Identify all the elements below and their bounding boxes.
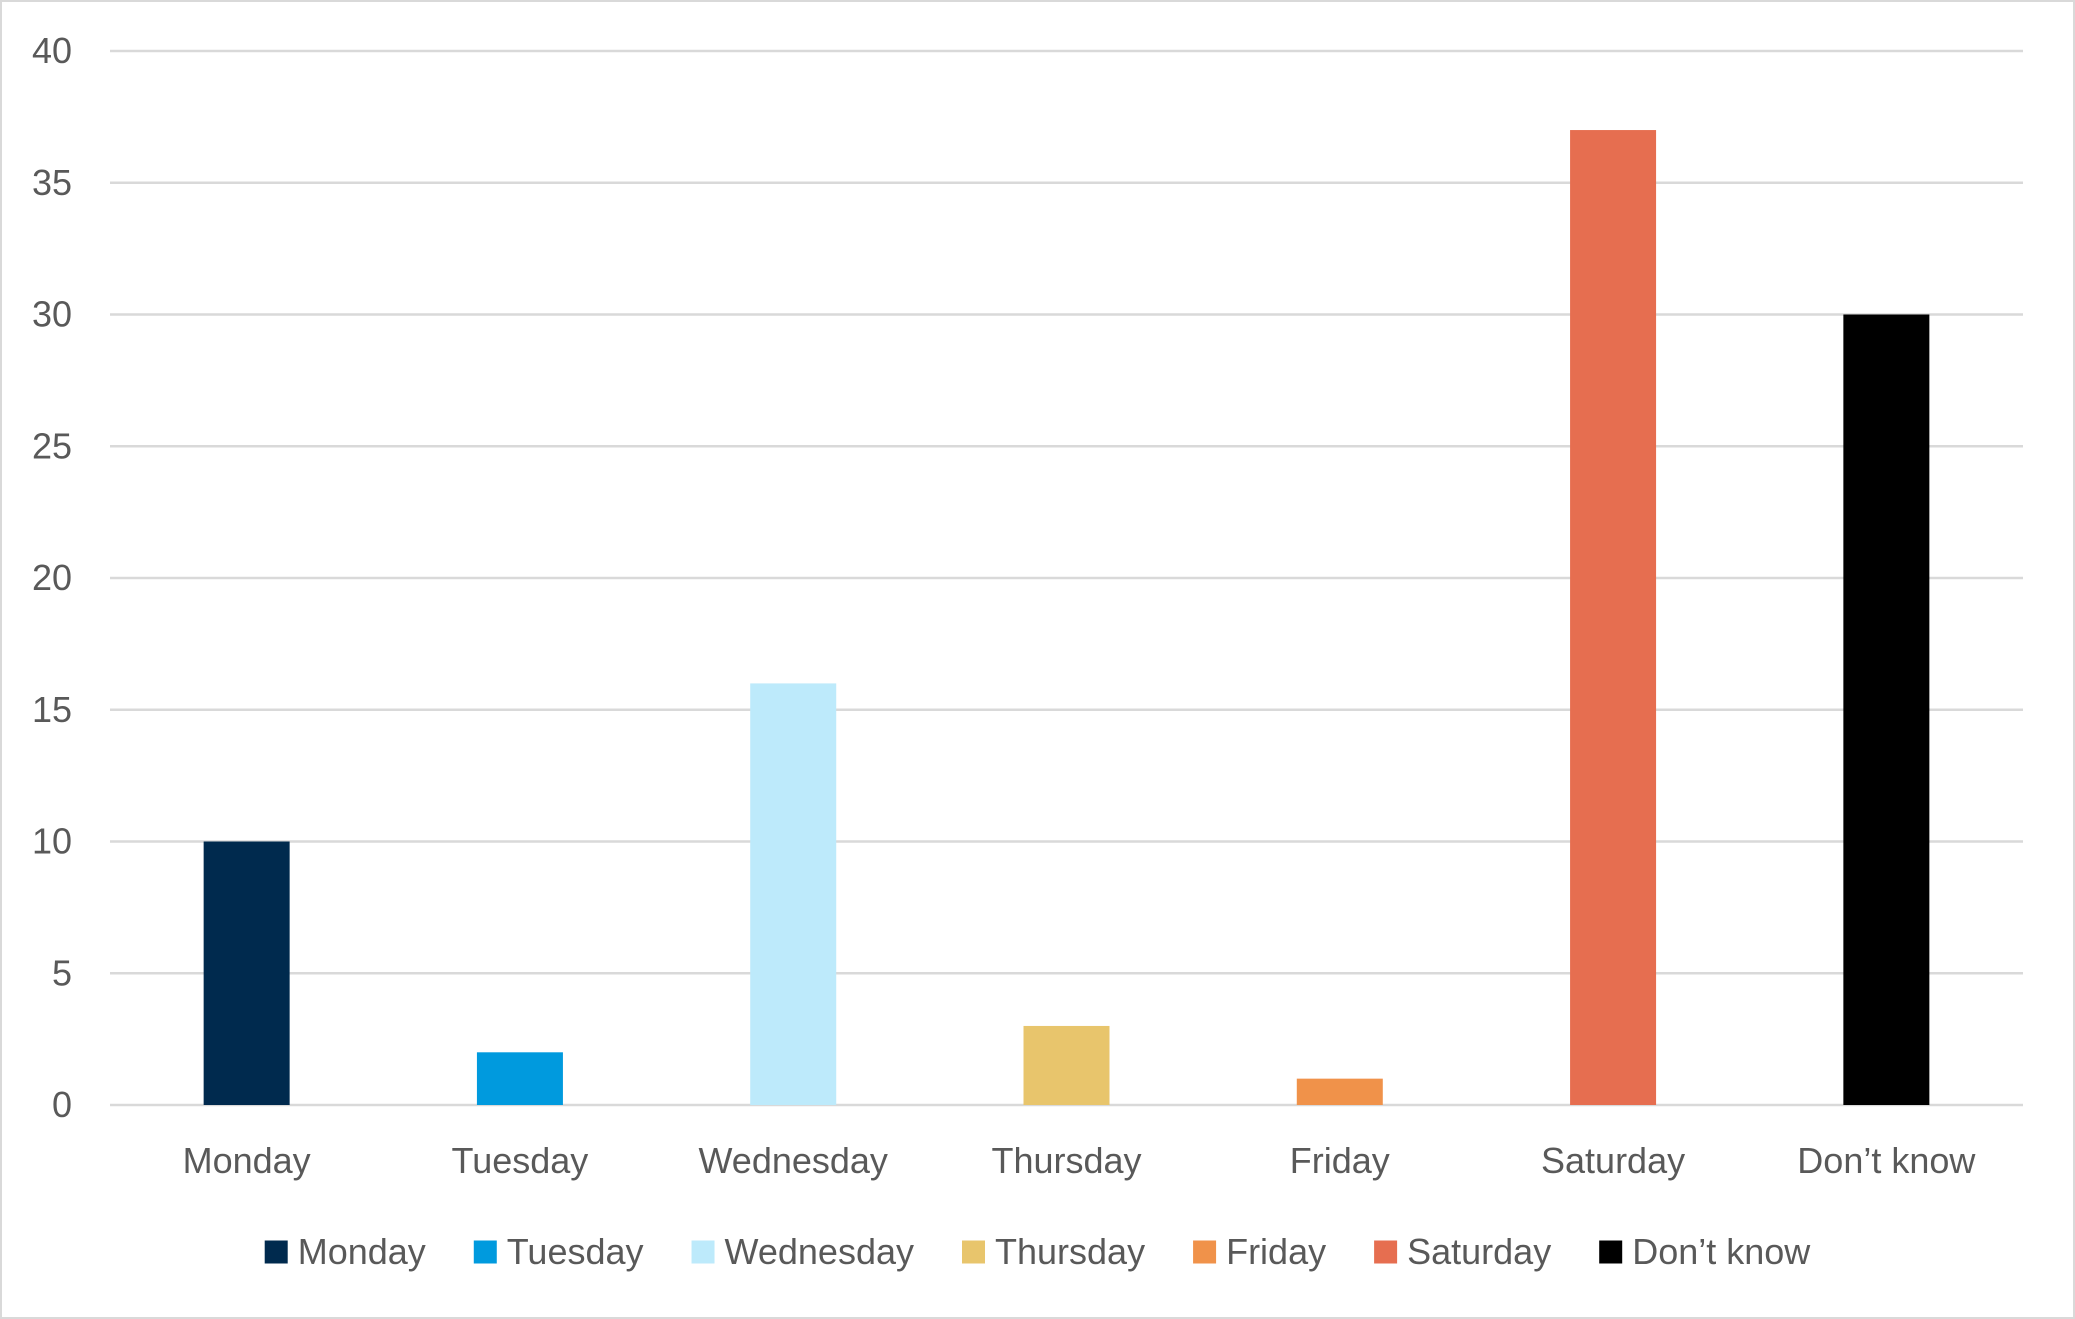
y-axis-ticks: 0 5 10 15 20 25 30 35 40 (32, 30, 72, 1125)
legend-item: Tuesday (473, 1231, 644, 1272)
legend-label: Monday (298, 1231, 426, 1272)
bar-tuesday (476, 1052, 563, 1105)
legend-swatch (691, 1240, 715, 1264)
y-tick-label: 0 (52, 1084, 72, 1125)
bar-monday (203, 841, 290, 1105)
y-tick-label: 10 (32, 821, 72, 862)
legend-label: Saturday (1407, 1231, 1551, 1272)
legend-item: Thursday (962, 1231, 1145, 1272)
legend-label: Don’t know (1632, 1231, 1811, 1272)
legend-item: Friday (1193, 1231, 1326, 1272)
legend-item: Wednesday (691, 1231, 914, 1272)
legend-label: Wednesday (725, 1231, 914, 1272)
gridlines (110, 49, 2023, 1107)
legend-swatch (264, 1240, 288, 1264)
x-category-label: Don’t know (1797, 1140, 1976, 1181)
bars (203, 130, 1930, 1106)
x-category-label: Saturday (1541, 1140, 1685, 1181)
legend-label: Tuesday (507, 1231, 644, 1272)
y-tick-label: 35 (32, 162, 72, 203)
legend-swatch (473, 1240, 497, 1264)
y-tick-label: 20 (32, 557, 72, 598)
y-tick-label: 25 (32, 425, 72, 466)
legend-item: Don’t know (1599, 1231, 1811, 1272)
x-category-label: Wednesday (698, 1140, 887, 1181)
legend-item: Monday (264, 1231, 426, 1272)
bar-friday (1296, 1078, 1383, 1105)
x-category-label: Thursday (991, 1140, 1141, 1181)
bar-wednesday (750, 683, 837, 1105)
x-category-label: Friday (1290, 1140, 1390, 1181)
bar-saturday (1570, 130, 1657, 1106)
legend-label: Friday (1226, 1231, 1326, 1272)
y-tick-label: 5 (52, 952, 72, 993)
y-tick-label: 30 (32, 294, 72, 335)
legend-swatch (1599, 1240, 1623, 1264)
legend-swatch (1193, 1240, 1217, 1264)
legend-swatch (962, 1240, 985, 1264)
legend-label: Thursday (995, 1231, 1145, 1272)
legend: Monday Tuesday Wednesday Thursday Friday Satu… (264, 1231, 1811, 1272)
legend-swatch (1374, 1240, 1398, 1264)
y-tick-label: 15 (32, 689, 72, 730)
bar-don-t-know (1843, 314, 1930, 1105)
x-category-label: Monday (183, 1140, 311, 1181)
x-axis-categories: Monday Tuesday Wednesday Thursday Friday Satu… (183, 1140, 1977, 1181)
y-tick-label: 40 (32, 30, 72, 71)
bar-thursday (1023, 1025, 1110, 1105)
x-category-label: Tuesday (452, 1140, 589, 1181)
legend-item: Saturday (1374, 1231, 1551, 1272)
